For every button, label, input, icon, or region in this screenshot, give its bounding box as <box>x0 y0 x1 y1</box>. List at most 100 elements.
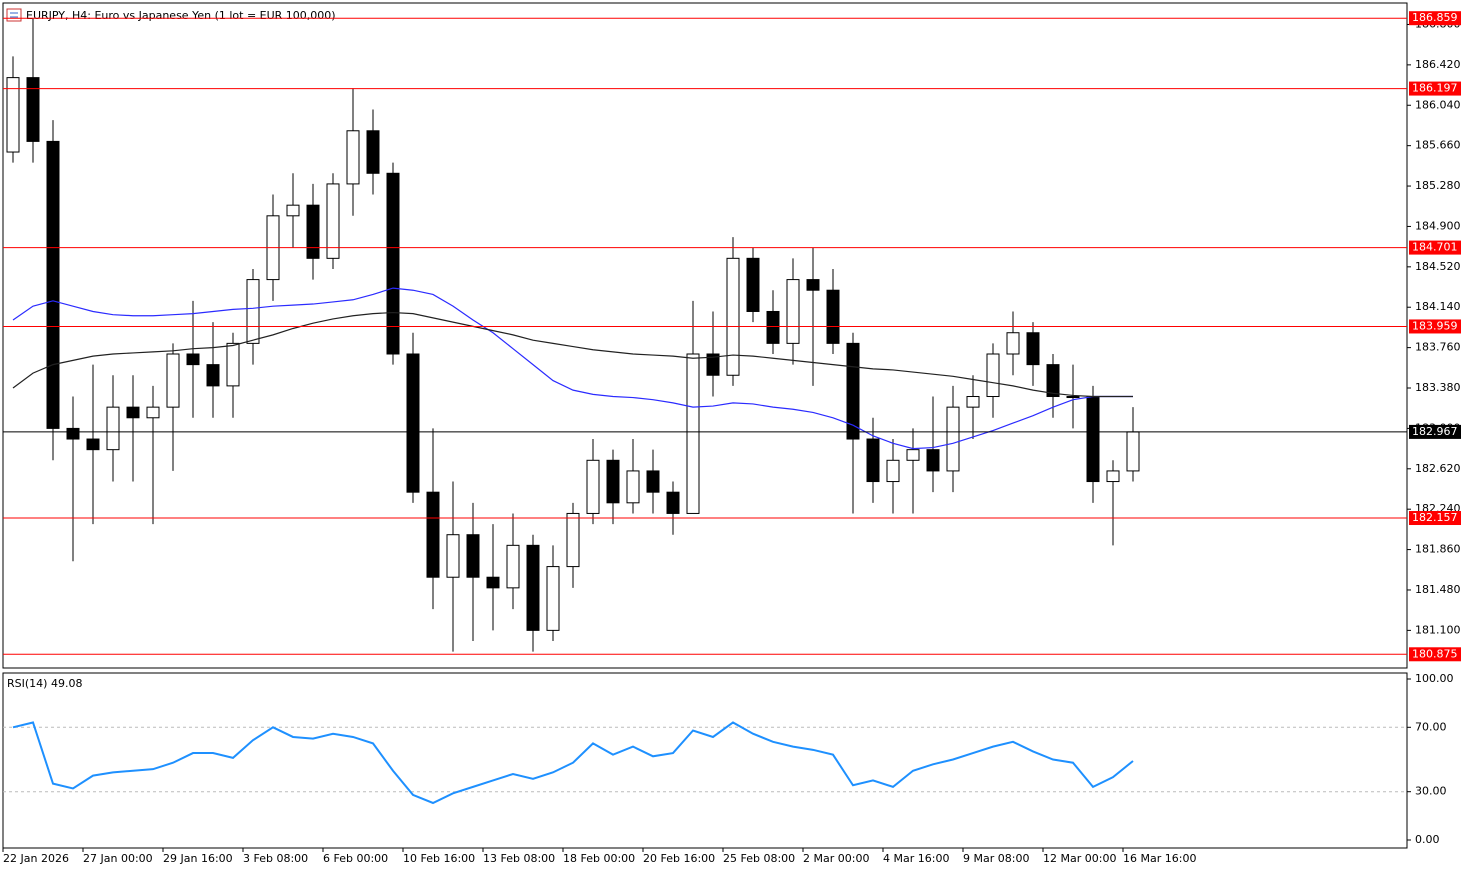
candle-body <box>1026 332 1040 366</box>
y-tick-label: 70.00 <box>1415 720 1447 733</box>
x-tick-label: 25 Feb 08:00 <box>723 852 795 865</box>
candle-body <box>806 279 820 291</box>
candle-body <box>146 406 160 419</box>
candle-body <box>626 470 640 504</box>
candle-body <box>246 279 260 344</box>
candle-body <box>526 544 540 631</box>
candle-body <box>46 140 60 429</box>
level-label-bg <box>1409 240 1461 255</box>
level-label-bg <box>1409 319 1461 334</box>
level-label-bg <box>1409 647 1461 662</box>
candle-body <box>486 576 500 589</box>
candle-body <box>1046 364 1060 398</box>
x-tick-label: 16 Mar 16:00 <box>1123 852 1196 865</box>
candle-body <box>406 353 420 493</box>
price-pane <box>2 2 1408 669</box>
rsi-title: RSI(14) 49.08 <box>7 677 82 690</box>
y-tick-label: 184.900 <box>1415 219 1461 232</box>
level-label: 183.959 <box>1412 319 1458 332</box>
y-tick-label: 186.040 <box>1415 98 1461 111</box>
level-label: 184.701 <box>1412 241 1458 254</box>
candle-body <box>826 289 840 344</box>
candle-body <box>1006 332 1020 355</box>
level-label-bg <box>1409 11 1461 26</box>
candle-body <box>726 257 740 376</box>
y-tick-label: 185.280 <box>1415 179 1461 192</box>
candle-body <box>506 544 520 589</box>
candle-body <box>6 77 20 153</box>
y-tick-label: 100.00 <box>1415 672 1454 685</box>
y-tick-label: 184.140 <box>1415 300 1461 313</box>
x-tick-label: 4 Mar 16:00 <box>883 852 949 865</box>
candle-body <box>1086 396 1100 483</box>
candle-body <box>106 406 120 451</box>
y-tick-label: 184.520 <box>1415 260 1461 273</box>
candle-body <box>566 512 580 568</box>
level-label: 180.875 <box>1412 647 1458 660</box>
candle-body <box>786 279 800 344</box>
candle-body <box>866 438 880 483</box>
moving-average <box>12 311 1133 398</box>
current-price-bg <box>1409 424 1461 439</box>
candle-body <box>766 310 780 344</box>
level-label-bg <box>1409 81 1461 96</box>
x-tick-label: 6 Feb 00:00 <box>323 852 388 865</box>
chart-title: EURJPY, H4: Euro vs Japanese Yen (1 lot … <box>26 9 336 22</box>
y-tick-label: 181.860 <box>1415 543 1461 556</box>
moving-average <box>12 287 1133 450</box>
candle-body <box>586 459 600 514</box>
candle-body <box>666 491 680 514</box>
candle-body <box>366 130 380 174</box>
current-price-label: 182.967 <box>1412 425 1458 438</box>
candle-body <box>306 204 320 259</box>
x-tick-label: 27 Jan 00:00 <box>83 852 153 865</box>
candle-body <box>1106 470 1120 483</box>
candle-body <box>326 183 340 259</box>
level-label: 182.157 <box>1412 511 1458 524</box>
y-tick-label: 181.100 <box>1415 623 1461 636</box>
candle-body <box>1126 431 1140 472</box>
x-tick-label: 12 Mar 00:00 <box>1043 852 1116 865</box>
y-tick-label: 185.660 <box>1415 139 1461 152</box>
x-tick-label: 13 Feb 08:00 <box>483 852 555 865</box>
symbol-icon <box>6 8 22 22</box>
x-tick-label: 9 Mar 08:00 <box>963 852 1029 865</box>
candle-body <box>986 353 1000 398</box>
y-tick-label: 186.420 <box>1415 58 1461 71</box>
y-tick-label: 0.00 <box>1415 833 1440 846</box>
candle-body <box>446 534 460 578</box>
candle-body <box>746 257 760 312</box>
y-tick-label: 30.00 <box>1415 785 1447 798</box>
candle-body <box>926 449 940 472</box>
candle-body <box>606 459 620 504</box>
candle-body <box>546 566 560 631</box>
x-tick-label: 10 Feb 16:00 <box>403 852 475 865</box>
candle-body <box>206 364 220 387</box>
rsi-line <box>12 721 1134 805</box>
rsi-pane <box>2 672 1408 849</box>
y-tick-label: 183.380 <box>1415 381 1461 394</box>
x-tick-label: 18 Feb 00:00 <box>563 852 635 865</box>
level-label: 186.859 <box>1412 11 1458 24</box>
level-label-bg <box>1409 511 1461 526</box>
candle-body <box>126 406 140 419</box>
y-tick-label: 181.480 <box>1415 583 1461 596</box>
candle-body <box>346 130 360 185</box>
candle-body <box>706 353 720 376</box>
candle-body <box>1066 396 1080 399</box>
candle-body <box>466 534 480 578</box>
x-tick-label: 29 Jan 16:00 <box>163 852 233 865</box>
candle-body <box>86 438 100 451</box>
level-label: 186.197 <box>1412 82 1458 95</box>
candle-body <box>886 459 900 483</box>
candle-body <box>646 470 660 493</box>
candle-body <box>686 353 700 514</box>
candle-body <box>906 449 920 461</box>
candle-body <box>386 172 400 355</box>
y-tick-label: 183.760 <box>1415 341 1461 354</box>
candle-body <box>26 77 40 142</box>
x-tick-label: 22 Jan 2026 <box>3 852 69 865</box>
candle-body <box>226 342 240 387</box>
candle-body <box>186 353 200 366</box>
